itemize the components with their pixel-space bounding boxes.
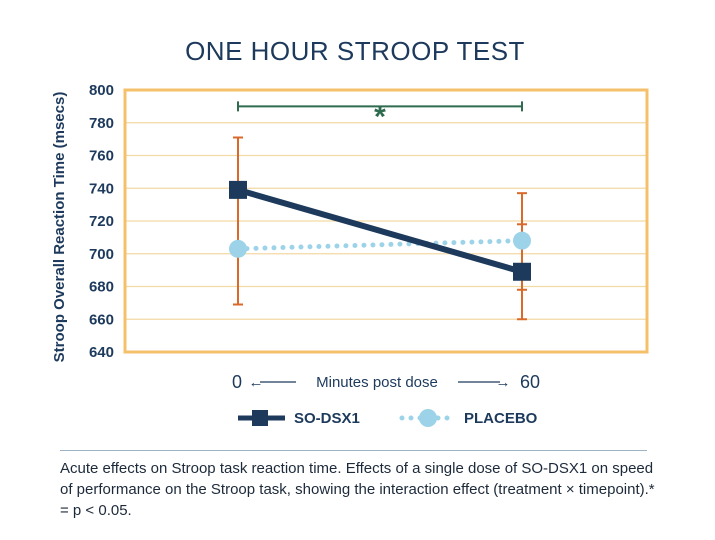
x-axis-arrow-right: → (496, 374, 511, 391)
data-point-placebo (513, 231, 531, 250)
y-axis-label: Stroop Overall Reaction Time (msecs) (51, 92, 68, 363)
x-tick-label-60: 60 (520, 372, 540, 392)
chart-grid (125, 122, 647, 320)
legend-item-placebo: PLACEBO (399, 409, 538, 427)
figure-caption: Acute effects on Stroop task reaction ti… (60, 460, 655, 519)
plot-frame (123, 88, 649, 354)
significance-star: * (374, 100, 386, 133)
stroop-line-chart: ONE HOUR STROOP TEST 640 660 680 700 720 740 7… (51, 36, 649, 427)
y-tick-label: 680 (89, 279, 114, 296)
chart-title: ONE HOUR STROOP TEST (185, 36, 525, 66)
y-tick-label: 800 (89, 82, 114, 99)
x-tick-label-0: 0 (232, 372, 242, 392)
y-tick-label: 640 (89, 344, 114, 361)
series-line-placebo (235, 238, 525, 252)
legend-label-so-dsx1: SO-DSX1 (294, 410, 360, 427)
data-series (229, 180, 531, 281)
y-tick-label: 720 (89, 213, 114, 230)
x-axis: 0 ← Minutes post dose → 60 (232, 372, 540, 392)
x-axis-arrow-left: ← (249, 374, 264, 391)
data-point-so-dsx1 (229, 180, 247, 199)
data-point-placebo (229, 239, 247, 258)
series-line-so-dsx1 (237, 187, 523, 275)
y-tick-label: 700 (89, 246, 114, 263)
y-axis-ticks: 640 660 680 700 720 740 760 780 800 (89, 82, 114, 361)
legend-circle-marker-icon (419, 409, 437, 427)
data-point-so-dsx1 (513, 262, 531, 281)
legend: SO-DSX1 PLACEBO (238, 409, 538, 427)
legend-label-placebo: PLACEBO (464, 410, 538, 427)
significance-bracket: * (237, 100, 523, 133)
y-tick-label: 660 (89, 311, 114, 328)
y-tick-label: 740 (89, 180, 114, 197)
x-axis-label: Minutes post dose (316, 374, 438, 391)
y-tick-label: 760 (89, 148, 114, 165)
legend-item-so-dsx1: SO-DSX1 (238, 410, 360, 427)
y-tick-label: 780 (89, 115, 114, 132)
caption-divider (60, 450, 647, 451)
error-bars (233, 136, 527, 321)
legend-square-marker-icon (252, 410, 268, 426)
